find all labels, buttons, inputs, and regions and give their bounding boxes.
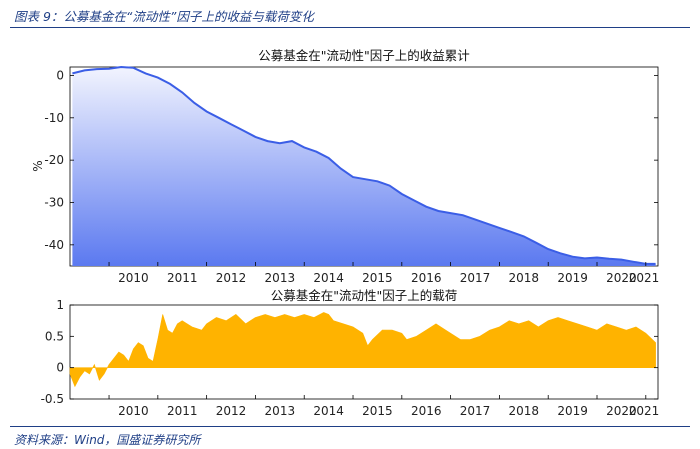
x-tick-label: 2020	[606, 404, 637, 418]
y-axis-label: %	[31, 160, 45, 171]
y-tick-label: 0	[56, 68, 64, 82]
y-tick-label: 0.5	[45, 329, 64, 343]
x-tick-label: 2018	[509, 404, 540, 418]
chart-title: 公募基金在"流动性"因子上的载荷	[271, 288, 458, 303]
series-line	[72, 65, 656, 265]
y-tick-label: -40	[44, 238, 64, 252]
x-tick-label: 2016	[411, 404, 442, 418]
source-divider	[10, 426, 690, 427]
x-tick-label: 2015	[362, 404, 393, 418]
x-tick-label: 2020	[606, 271, 637, 285]
x-tick-label: 2012	[216, 271, 247, 285]
x-tick-label: 2010	[118, 404, 149, 418]
x-tick-label: 2013	[265, 404, 296, 418]
x-tick-label: 2014	[313, 404, 344, 418]
caption-divider	[10, 27, 690, 28]
x-tick-label: 2017	[460, 271, 491, 285]
y-tick-label: -30	[44, 195, 64, 209]
x-tick-label: 2019	[557, 404, 588, 418]
x-tick-label: 2014	[313, 271, 344, 285]
factor-loading-chart: 1 0.5 0 -0.5 2010 2011 2012 2013 2014 2015 2016 201…	[41, 288, 660, 418]
x-tick-label: 2011	[167, 404, 198, 418]
x-tick-label: 2011	[167, 271, 198, 285]
y-tick-label: 0	[56, 361, 64, 375]
x-tick-label: 2013	[265, 271, 296, 285]
x-tick-label: 2015	[362, 271, 393, 285]
x-tick-label: 2012	[216, 404, 247, 418]
chart-title: 公募基金在"流动性"因子上的收益累计	[258, 48, 470, 63]
x-tick-label: 2017	[460, 404, 491, 418]
x-tick-label: 2010	[118, 271, 149, 285]
x-tick-label: 2019	[557, 271, 588, 285]
tick-layer: 0 -10 -20 -30 -40 2010 2011 2012 2013 2014 2015 201…	[44, 68, 659, 285]
y-tick-label: -0.5	[41, 392, 64, 406]
x-tick-label: 2016	[411, 271, 442, 285]
x-tick-label: 2018	[509, 271, 540, 285]
source-note: 资料来源：Wind，国盛证券研究所	[14, 433, 201, 447]
series-area-fill	[72, 67, 656, 266]
y-tick-label: 1	[56, 298, 64, 312]
area-layer	[69, 312, 656, 388]
figure-caption: 图表 9：公募基金在“流动性”因子上的收益与载荷变化	[14, 9, 314, 24]
area-layer	[72, 65, 656, 266]
tick-layer: 1 0.5 0 -0.5 2010 2011 2012 2013 2014 2015 2016 201…	[41, 298, 660, 418]
y-tick-label: -10	[44, 111, 64, 125]
x-tick-label: 2021	[629, 271, 660, 285]
loading-area	[69, 312, 656, 388]
x-tick-label: 2021	[629, 404, 660, 418]
cumulative-return-chart: 0 -10 -20 -30 -40 2010 2011 2012 2013 2014 2015 201…	[31, 48, 659, 285]
y-tick-label: -20	[44, 153, 64, 167]
